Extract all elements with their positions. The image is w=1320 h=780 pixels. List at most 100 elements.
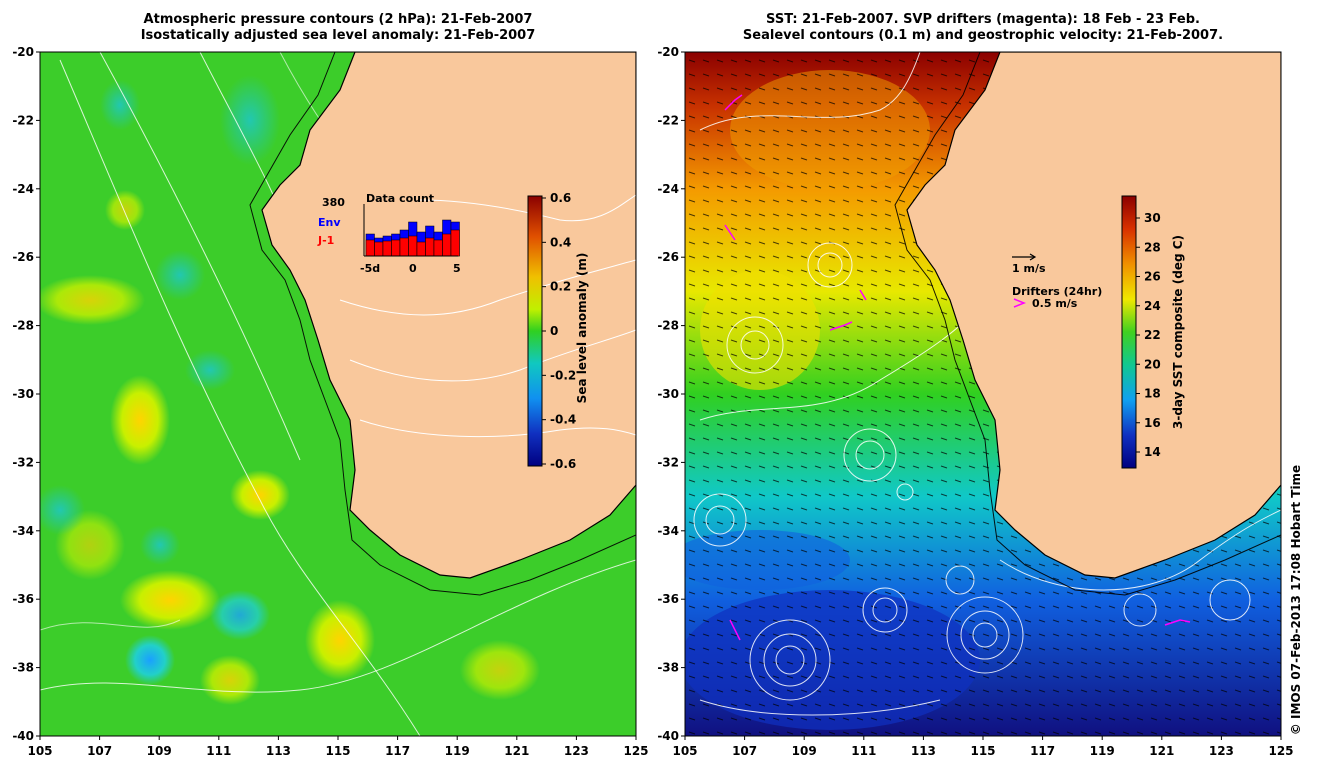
x-tick-label: 117	[385, 744, 410, 758]
right-title: SST: 21-Feb-2007. SVP drifters (magenta)…	[685, 12, 1281, 44]
colorbar-tick-label: 30	[1144, 211, 1161, 225]
colorbar-tick-label: 0	[550, 324, 558, 338]
hist-bar-j1	[416, 241, 426, 257]
y-tick-label: -24	[12, 182, 34, 196]
drift-value: 0.5 m/s	[1032, 297, 1078, 310]
y-tick-label: -20	[657, 45, 679, 59]
x-tick-label: 125	[623, 744, 648, 758]
x-tick-label: 117	[1030, 744, 1055, 758]
x-tick-label: 109	[792, 744, 817, 758]
y-tick-label: -22	[657, 113, 679, 127]
colorbar-tick-label: 20	[1144, 357, 1161, 371]
colorbar-tick-label: 24	[1144, 299, 1161, 313]
left-map	[40, 52, 636, 736]
x-tick-label: 111	[851, 744, 876, 758]
data-count-inset: Data count 380 Env J-1 -5d 0 5	[317, 192, 461, 275]
colorbar-tick-label: 16	[1144, 416, 1161, 430]
inset-env: Env	[318, 216, 341, 229]
x-tick-label: 107	[87, 744, 112, 758]
colorbar-tick-label: 14	[1144, 445, 1161, 459]
y-tick-label: -24	[657, 182, 679, 196]
hist-bar-j1	[374, 241, 384, 257]
y-tick-label: -26	[657, 250, 679, 264]
credit-text: © IMOS 07-Feb-2013 17:08 Hobart Time	[1289, 465, 1303, 735]
histogram-bars	[365, 219, 460, 257]
x-tick-label: 121	[1149, 744, 1174, 758]
y-tick-label: -36	[657, 592, 679, 606]
colorbar-tick-label: 28	[1144, 240, 1161, 254]
right-map	[685, 52, 1281, 736]
y-tick-label: -22	[12, 113, 34, 127]
left-colorbar-label: Sea level anomaly (m)	[575, 253, 589, 404]
x-tick-label: 125	[1268, 744, 1293, 758]
y-tick-label: -26	[12, 250, 34, 264]
left-title: Atmospheric pressure contours (2 hPa): 2…	[40, 12, 636, 44]
colorbar-tick-label: 0.4	[550, 235, 571, 249]
right-title-line2: Sealevel contours (0.1 m) and geostrophi…	[742, 28, 1224, 43]
colorbar-tick-label: 0.6	[550, 191, 571, 205]
y-tick-label: -34	[12, 524, 34, 538]
y-tick-label: -40	[657, 729, 679, 743]
y-tick-label: -38	[12, 661, 34, 675]
x-tick-label: 115	[325, 744, 350, 758]
y-tick-label: -40	[12, 729, 34, 743]
colorbar-tick-label: 18	[1144, 387, 1161, 401]
hist-bar-j1	[382, 240, 392, 257]
colorbar-tick-label: -0.2	[550, 368, 576, 382]
inset-count: 380	[322, 196, 345, 209]
right-colorbar	[1121, 195, 1137, 469]
vector-legend: 1 m/s	[1012, 253, 1046, 275]
x-tick-label: 123	[564, 744, 589, 758]
x-tick-label: 115	[970, 744, 995, 758]
hist-bar-j1	[442, 233, 452, 257]
y-tick-label: -32	[657, 455, 679, 469]
x-tick-label: 113	[266, 744, 291, 758]
colorbar-tick-label: -0.4	[550, 413, 576, 427]
x-tick-label: 119	[445, 744, 470, 758]
x-tick-label: 113	[911, 744, 936, 758]
x-tick-label: 121	[504, 744, 529, 758]
inset-j1: J-1	[317, 234, 334, 247]
left-colorbar	[527, 195, 543, 467]
vec-label: 1 m/s	[1012, 262, 1046, 275]
colorbar-tick-label: -0.6	[550, 457, 576, 471]
y-tick-label: -30	[12, 387, 34, 401]
y-tick-label: -28	[12, 319, 34, 333]
y-tick-label: -20	[12, 45, 34, 59]
colorbar-tick-label: 22	[1144, 328, 1161, 342]
inset-title: Data count	[366, 192, 434, 205]
colorbar-tick-label: 26	[1144, 270, 1161, 284]
colorbar-tick-label: 0.2	[550, 280, 571, 294]
x-tick-label: 109	[147, 744, 172, 758]
hist-bar-j1	[399, 237, 409, 257]
drifter-tracks	[724, 94, 1191, 641]
left-title-line1: Atmospheric pressure contours (2 hPa): 2…	[143, 12, 533, 27]
x-tick-label: 119	[1090, 744, 1115, 758]
y-tick-label: -38	[657, 661, 679, 675]
x-tick-label: 123	[1209, 744, 1234, 758]
hist-bar-j1	[433, 239, 443, 257]
inset-x1: 0	[409, 262, 417, 275]
right-land-australia	[906, 52, 1281, 579]
y-tick-label: -30	[657, 387, 679, 401]
hist-bar-j1	[408, 235, 418, 257]
y-tick-label: -34	[657, 524, 679, 538]
hist-bar-j1	[450, 229, 460, 257]
drifter-legend: Drifters (24hr) 0.5 m/s	[1012, 285, 1102, 310]
inset-x0: -5d	[360, 262, 380, 275]
right-colorbar-label: 3-day SST composite (deg C)	[1171, 235, 1185, 429]
right-title-line1: SST: 21-Feb-2007. SVP drifters (magenta)…	[766, 12, 1200, 27]
x-tick-label: 105	[27, 744, 52, 758]
y-tick-label: -36	[12, 592, 34, 606]
x-tick-label: 107	[732, 744, 757, 758]
drift-title: Drifters (24hr)	[1012, 285, 1102, 298]
x-tick-label: 105	[672, 744, 697, 758]
hist-bar-j1	[391, 239, 401, 257]
left-title-line2: Isostatically adjusted sea level anomaly…	[140, 28, 536, 43]
inset-x2: 5	[453, 262, 461, 275]
left-colorbar-ticks: 0.6 0.4 0.2 0 -0.2 -0.4 -0.6	[542, 191, 576, 471]
y-tick-label: -28	[657, 319, 679, 333]
y-tick-label: -32	[12, 455, 34, 469]
